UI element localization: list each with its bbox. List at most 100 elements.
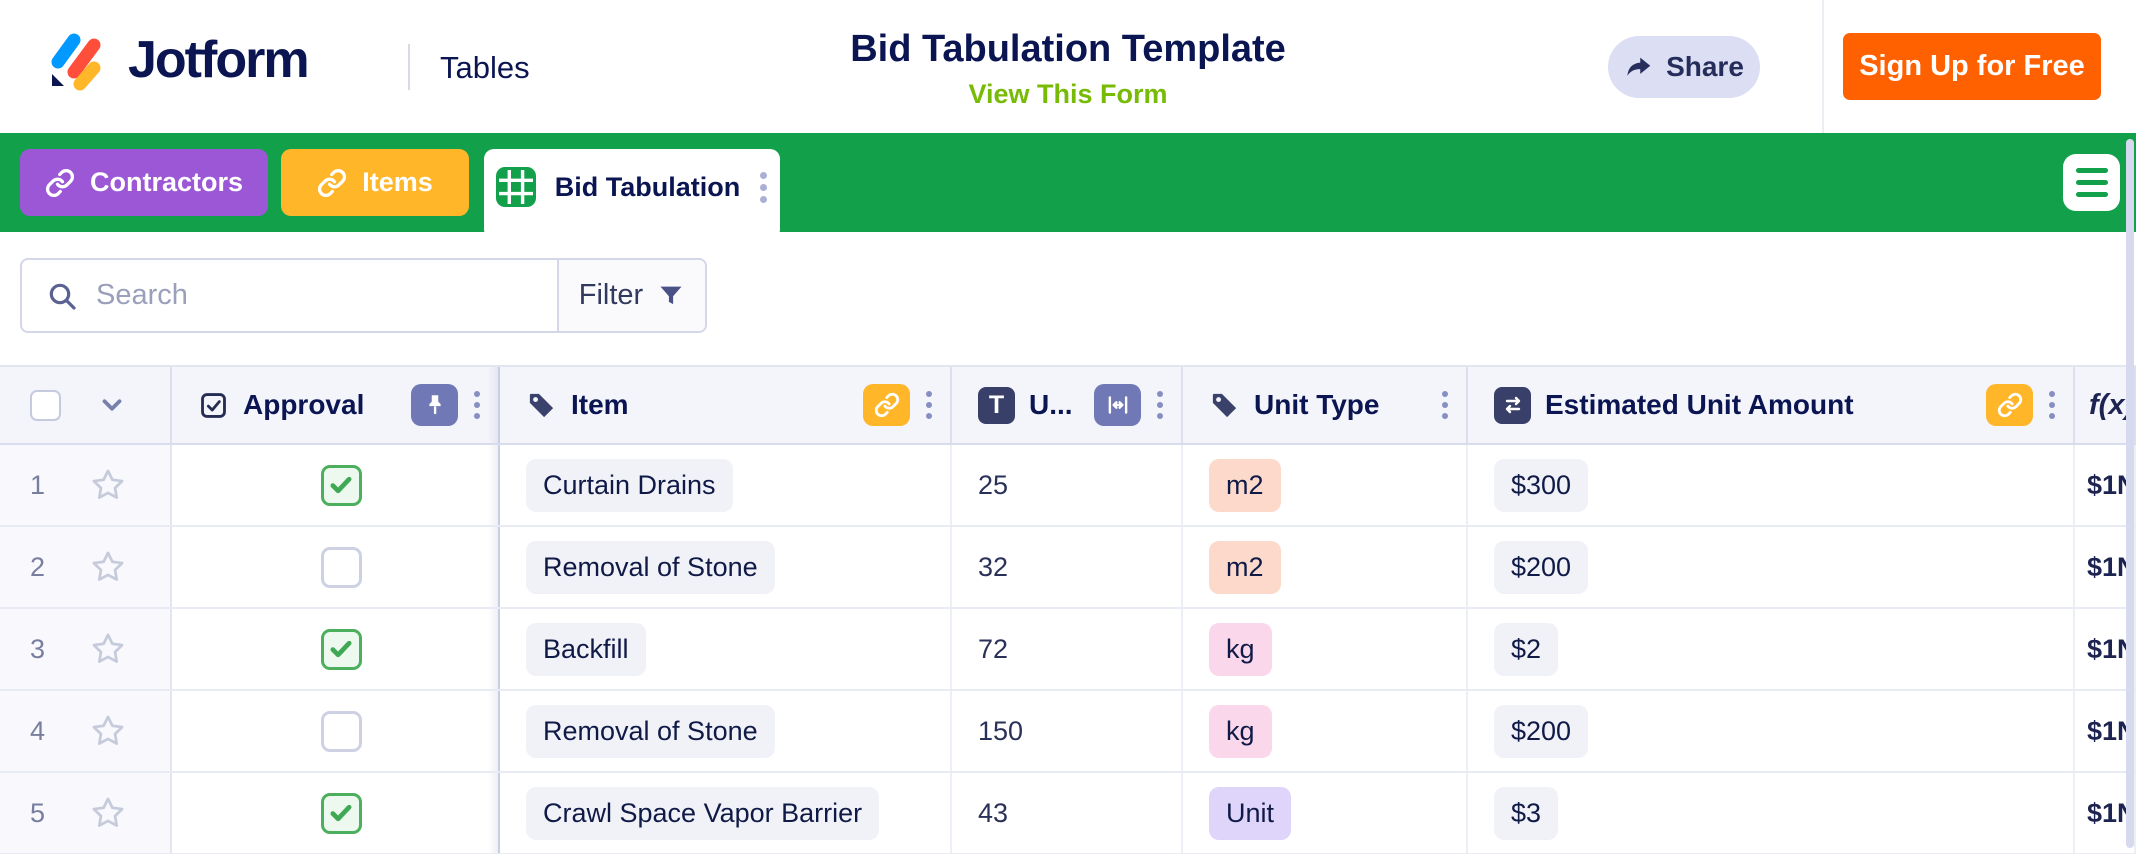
amount-cell[interactable]: $300 [1468, 445, 2075, 525]
item-cell[interactable]: Removal of Stone [500, 691, 952, 771]
quantity-cell[interactable]: 32 [952, 527, 1183, 607]
star-icon[interactable] [90, 549, 126, 585]
pin-column-button[interactable] [411, 384, 458, 426]
tag-icon [529, 393, 554, 417]
filter-button[interactable]: Filter [557, 260, 705, 331]
column-menu-kebab-icon[interactable] [1153, 385, 1167, 425]
column-header-estimated-unit-amount[interactable]: Estimated Unit Amount [1468, 367, 2075, 443]
tag-icon [1212, 393, 1237, 417]
column-header-unit-type[interactable]: Unit Type [1183, 367, 1468, 443]
row-select-cell[interactable]: 4 [0, 691, 172, 771]
quantity-cell[interactable]: 25 [952, 445, 1183, 525]
select-all-checkbox[interactable] [30, 389, 61, 421]
approval-cell [172, 609, 500, 689]
tab-bid-tabulation[interactable]: Bid Tabulation [484, 149, 780, 241]
search-box[interactable] [22, 260, 557, 331]
amount-cell[interactable]: $200 [1468, 691, 2075, 771]
bid-tabulation-table: Approval Item [0, 365, 2136, 854]
jotform-logo[interactable]: Jotform [44, 28, 310, 92]
linked-column-button[interactable] [1986, 384, 2033, 426]
view-this-form-link[interactable]: View This Form [968, 79, 1168, 109]
column-header-quantity[interactable]: T U... [952, 367, 1183, 443]
linked-column-button[interactable] [863, 384, 910, 426]
table-row: 4 Removal of Stone 150 kg $200 $1Na [0, 691, 2136, 773]
column-menu-kebab-icon[interactable] [470, 385, 484, 425]
star-icon[interactable] [90, 631, 126, 667]
approval-checkbox[interactable] [320, 792, 362, 834]
signup-button[interactable]: Sign Up for Free [1843, 33, 2101, 100]
tab-menu-kebab-icon[interactable] [756, 166, 771, 209]
row-select-cell[interactable]: 2 [0, 527, 172, 607]
star-icon[interactable] [90, 467, 126, 503]
column-menu-kebab-icon[interactable] [2045, 385, 2059, 425]
item-cell[interactable]: Backfill [500, 609, 952, 689]
quantity-cell[interactable]: 43 [952, 773, 1183, 853]
column-menu-kebab-icon[interactable] [922, 385, 936, 425]
approval-cell [172, 445, 500, 525]
unit-type-cell[interactable]: m2 [1183, 527, 1468, 607]
row-select-cell[interactable]: 3 [0, 609, 172, 689]
vertical-scrollbar[interactable] [2126, 139, 2134, 848]
quantity-value: 150 [978, 715, 1024, 746]
search-input[interactable] [96, 279, 516, 312]
share-button[interactable]: Share [1608, 36, 1760, 98]
amount-cell[interactable]: $200 [1468, 527, 2075, 607]
quantity-cell[interactable]: 150 [952, 691, 1183, 771]
checkbox-icon [201, 392, 226, 418]
product-name: Tables [440, 50, 530, 85]
unit-type-cell[interactable]: kg [1183, 609, 1468, 689]
amount-cell[interactable]: $2 [1468, 609, 2075, 689]
approval-checkbox[interactable] [320, 628, 362, 670]
hamburger-icon [2075, 168, 2108, 173]
column-header-approval[interactable]: Approval [172, 367, 500, 443]
column-label: Unit Type [1254, 389, 1380, 420]
approval-checkbox[interactable] [320, 710, 362, 752]
unit-type-chip: m2 [1209, 540, 1281, 594]
share-label: Share [1666, 51, 1744, 82]
item-chip: Curtain Drains [526, 458, 733, 512]
row-select-cell[interactable]: 1 [0, 445, 172, 525]
row-number: 4 [30, 715, 46, 746]
amount-cell[interactable]: $3 [1468, 773, 2075, 853]
approval-checkbox[interactable] [320, 546, 362, 588]
exchange-icon [1494, 386, 1531, 424]
amount-chip: $200 [1494, 704, 1589, 758]
tab-contractors[interactable]: Contractors [20, 149, 268, 216]
column-label: Approval [243, 389, 365, 420]
item-cell[interactable]: Curtain Drains [500, 445, 952, 525]
approval-checkbox[interactable] [320, 464, 362, 506]
row-number: 1 [30, 469, 46, 500]
check-icon [330, 804, 352, 822]
row-select-cell[interactable]: 5 [0, 773, 172, 853]
unit-type-cell[interactable]: Unit [1183, 773, 1468, 853]
star-icon[interactable] [90, 795, 126, 831]
resize-column-button[interactable] [1094, 384, 1141, 426]
pin-icon [428, 395, 441, 415]
column-menu-kebab-icon[interactable] [1438, 385, 1452, 425]
link-icon [1997, 392, 2022, 418]
share-arrow-icon [1627, 57, 1651, 76]
item-cell[interactable]: Crawl Space Vapor Barrier [500, 773, 952, 853]
column-header-item[interactable]: Item [500, 367, 952, 443]
item-chip: Crawl Space Vapor Barrier [526, 786, 880, 840]
unit-type-cell[interactable]: m2 [1183, 445, 1468, 525]
quantity-cell[interactable]: 72 [952, 609, 1183, 689]
quantity-value: 25 [978, 469, 1009, 500]
tab-items[interactable]: Items [281, 149, 469, 216]
table-body: 1 Curtain Drains 25 m2 $300 $1Na [0, 445, 2136, 854]
quantity-value: 43 [978, 797, 1009, 828]
tab-label: Contractors [89, 167, 244, 197]
star-icon[interactable] [90, 713, 126, 749]
sheet-list-menu-button[interactable] [2063, 154, 2120, 211]
jotform-logo-icon [51, 33, 101, 91]
item-cell[interactable]: Removal of Stone [500, 527, 952, 607]
unit-type-cell[interactable]: kg [1183, 691, 1468, 771]
table-row: 5 Crawl Space Vapor Barrier 43 Unit $3 $… [0, 773, 2136, 854]
sheet-tabbar: Contractors Items Bid Tabulation [0, 133, 2136, 241]
link-icon [874, 392, 899, 418]
signup-label: Sign Up for Free [1859, 50, 2085, 82]
logo-wordmark: Jotform [128, 31, 310, 89]
filter-funnel-icon [660, 286, 682, 304]
unit-type-chip: kg [1209, 622, 1272, 676]
chevron-down-icon[interactable] [97, 390, 127, 420]
